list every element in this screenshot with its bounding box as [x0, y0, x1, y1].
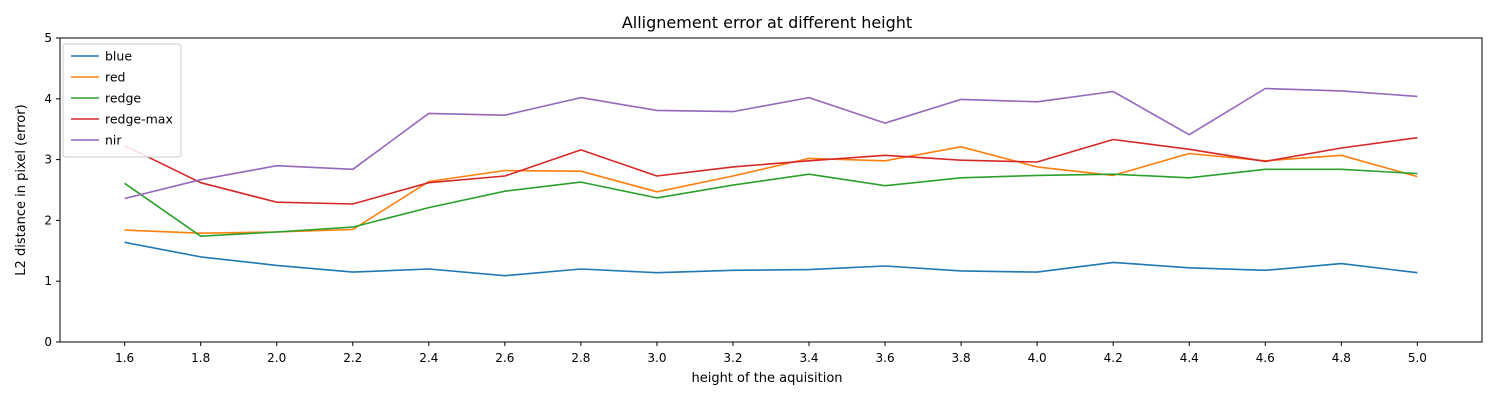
plot-frame	[59, 37, 1483, 343]
x-tick-label: 2.2	[343, 351, 362, 365]
x-tick-label: 2.4	[419, 351, 438, 365]
legend-label: redge	[105, 91, 141, 106]
y-tick-label: 1	[44, 274, 52, 288]
x-tick-label: 4.4	[1180, 351, 1199, 365]
x-tick-label: 1.8	[191, 351, 210, 365]
legend-box	[62, 43, 182, 158]
x-tick-label: 3.6	[876, 351, 895, 365]
y-tick-label: 2	[44, 213, 52, 227]
x-tick-label: 4.0	[1028, 351, 1047, 365]
x-axis-label: height of the aquisition	[691, 371, 842, 386]
x-tick-label: 2.6	[495, 351, 514, 365]
plot-area	[124, 87, 1418, 277]
x-tick-label: 3.0	[647, 351, 666, 365]
y-tick-label: 5	[44, 31, 52, 45]
x-tick-label: 3.2	[723, 351, 742, 365]
legend-label: blue	[105, 49, 132, 64]
x-tick-label: 3.8	[952, 351, 971, 365]
x-tick-label: 4.6	[1256, 351, 1275, 365]
x-tick-label: 1.6	[115, 351, 134, 365]
series-line-blue	[124, 241, 1418, 277]
x-axis: 1.6 1.8 2.0 2.2 2.4 2.6 2.8 3.0 3.2 3.4 3.6 3.8 4.0 4…	[115, 342, 1427, 365]
x-tick-label: 2.8	[571, 351, 590, 365]
legend: blue red redge redge-max nir	[62, 43, 182, 158]
y-axis-label: L2 distance in pixel (error)	[14, 104, 29, 275]
y-tick-label: 4	[44, 92, 52, 106]
legend-label: red	[105, 70, 126, 85]
y-axis: 0 1 2 3 4 5	[44, 31, 60, 349]
series-line-red	[124, 146, 1418, 234]
series-line-redge	[124, 168, 1418, 237]
series-line-nir	[124, 87, 1418, 200]
x-tick-label: 5.0	[1408, 351, 1427, 365]
x-tick-label: 4.8	[1332, 351, 1351, 365]
chart-title: Allignement error at different height	[622, 13, 912, 32]
y-tick-label: 0	[44, 335, 52, 349]
legend-label: redge-max	[105, 112, 173, 127]
x-tick-label: 3.4	[799, 351, 818, 365]
x-tick-label: 4.2	[1104, 351, 1123, 365]
x-tick-label: 2.0	[267, 351, 286, 365]
legend-label: nir	[105, 133, 122, 148]
series-line-redge-max	[124, 136, 1418, 205]
y-tick-label: 3	[44, 153, 52, 167]
